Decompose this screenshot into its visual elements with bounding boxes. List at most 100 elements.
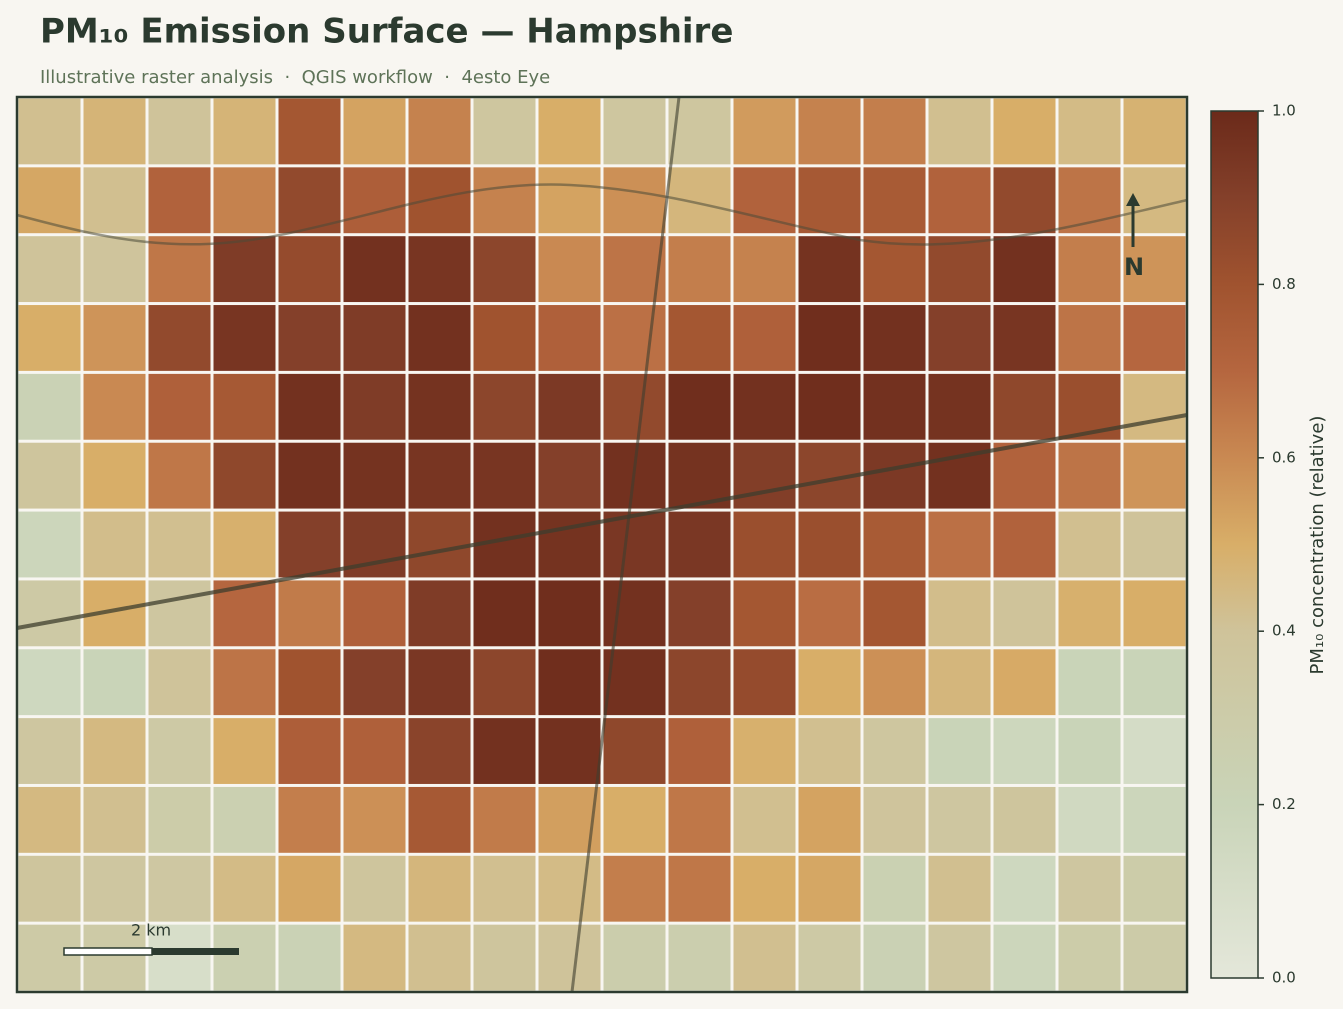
cell <box>1123 305 1186 371</box>
cell <box>148 511 211 578</box>
cell <box>213 305 276 371</box>
cell <box>668 511 731 578</box>
cell <box>928 924 991 991</box>
cell <box>408 236 471 303</box>
cell <box>603 167 666 234</box>
cell <box>1058 924 1121 991</box>
road <box>16 413 1188 630</box>
cell <box>798 855 861 922</box>
colorbar-tick-label: 0.4 <box>1272 622 1296 640</box>
cell <box>1058 98 1121 165</box>
north-label: N <box>1124 253 1144 281</box>
cell <box>668 373 731 440</box>
cell <box>1123 236 1186 303</box>
cell <box>928 855 991 922</box>
cell <box>993 718 1056 784</box>
cell <box>278 305 341 371</box>
cell <box>473 649 536 716</box>
cell <box>343 98 406 165</box>
cell <box>1058 649 1121 716</box>
cell <box>798 649 861 716</box>
cell <box>863 855 926 922</box>
cell <box>473 855 536 922</box>
cell <box>473 305 536 371</box>
cell <box>1123 442 1186 509</box>
cell <box>343 373 406 440</box>
cell <box>863 98 926 165</box>
cell <box>18 924 81 991</box>
cell <box>928 511 991 578</box>
cell <box>473 373 536 440</box>
cell <box>863 373 926 440</box>
cell <box>83 924 146 991</box>
cell <box>603 786 666 853</box>
cell <box>603 580 666 647</box>
cell <box>1058 786 1121 853</box>
cell <box>213 442 276 509</box>
cell <box>83 786 146 853</box>
cell <box>473 786 536 853</box>
cell <box>538 305 601 371</box>
cell <box>733 786 796 853</box>
cell <box>343 442 406 509</box>
cell <box>733 305 796 371</box>
cell <box>1058 442 1121 509</box>
cell <box>733 373 796 440</box>
overlays <box>16 96 1188 993</box>
cell <box>1123 511 1186 578</box>
cell <box>148 718 211 784</box>
cell <box>1058 305 1121 371</box>
cell <box>538 855 601 922</box>
cell <box>343 718 406 784</box>
cell <box>473 442 536 509</box>
cell <box>993 373 1056 440</box>
cell <box>408 924 471 991</box>
cell <box>343 924 406 991</box>
cell <box>993 442 1056 509</box>
cell <box>1058 718 1121 784</box>
cell <box>148 167 211 234</box>
cell <box>343 786 406 853</box>
north-arrow: N <box>1124 193 1144 281</box>
cell <box>668 305 731 371</box>
cell <box>1123 649 1186 716</box>
cell <box>863 511 926 578</box>
cell <box>538 649 601 716</box>
cell <box>603 511 666 578</box>
cell <box>408 373 471 440</box>
cell <box>603 305 666 371</box>
cell <box>603 98 666 165</box>
cell <box>928 305 991 371</box>
cell <box>733 511 796 578</box>
cell <box>408 511 471 578</box>
cell <box>18 236 81 303</box>
cell <box>408 580 471 647</box>
cell <box>798 580 861 647</box>
cell <box>18 580 81 647</box>
cell <box>733 98 796 165</box>
cell <box>733 442 796 509</box>
cell <box>1123 855 1186 922</box>
cell <box>733 924 796 991</box>
cell <box>408 649 471 716</box>
cell <box>18 442 81 509</box>
cell <box>343 167 406 234</box>
cell <box>408 786 471 853</box>
cell <box>928 786 991 853</box>
cell <box>863 580 926 647</box>
cell <box>928 580 991 647</box>
cell <box>213 649 276 716</box>
raster <box>18 98 1186 991</box>
cell <box>148 649 211 716</box>
cell <box>668 786 731 853</box>
cell <box>538 167 601 234</box>
cell <box>83 442 146 509</box>
cell <box>83 236 146 303</box>
cell <box>473 236 536 303</box>
cell <box>18 718 81 784</box>
cell <box>538 236 601 303</box>
north-arrow-head <box>1126 193 1140 206</box>
cell <box>733 649 796 716</box>
cell <box>148 236 211 303</box>
cell <box>863 305 926 371</box>
